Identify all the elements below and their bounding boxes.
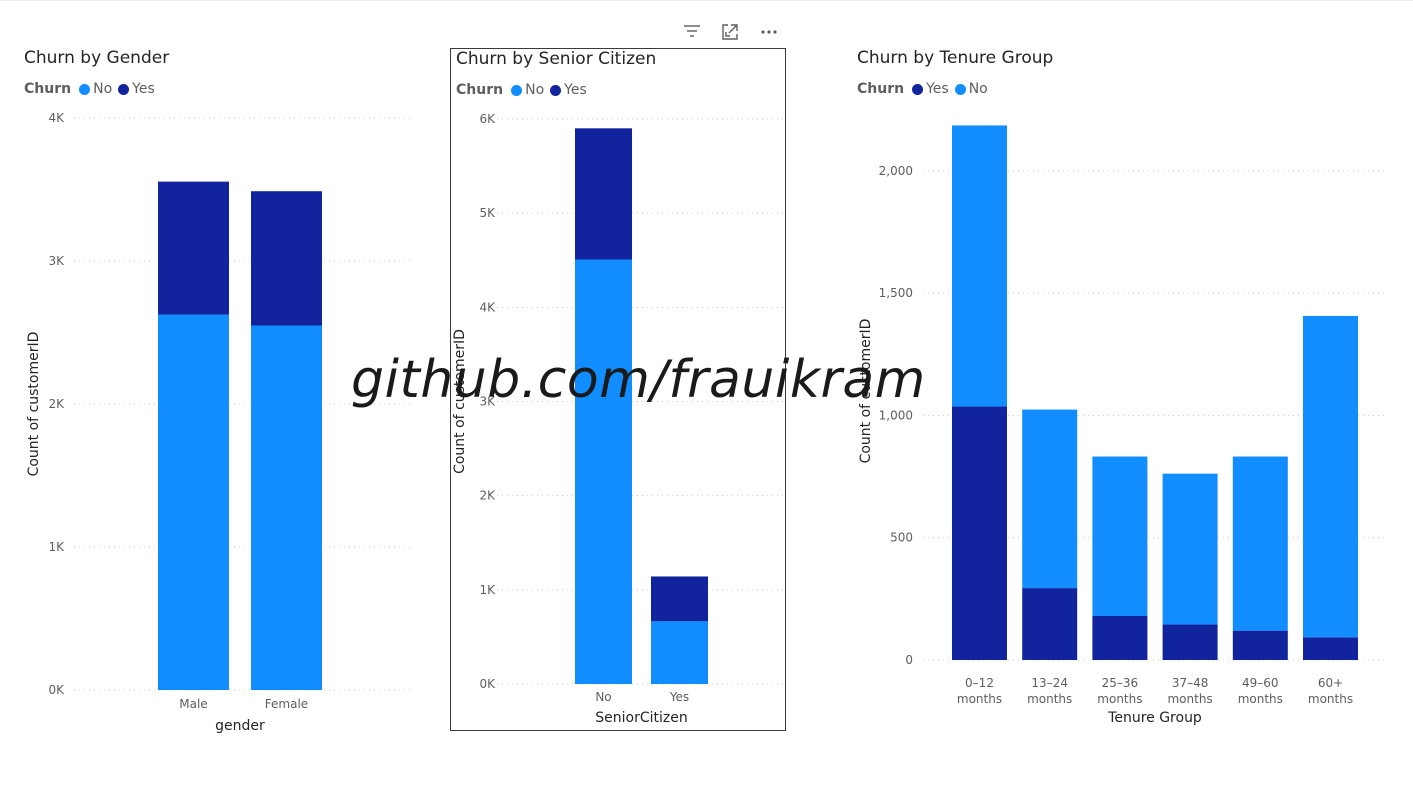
y-axis-title: Count of customerID (452, 329, 468, 474)
y-axis-title: Count of customerID (26, 332, 42, 477)
bar-segment-yes (251, 191, 322, 326)
y-tick-label: 6K (479, 112, 496, 126)
bar-segment-yes (575, 128, 632, 260)
more-options-icon[interactable] (757, 20, 781, 44)
x-tick-label: Female (265, 697, 308, 711)
legend-item-yes[interactable]: Yes (912, 81, 949, 97)
visual-churn-by-senior-citizen[interactable]: Churn by Senior Citizen Churn No Yes 0K 1… (450, 48, 787, 732)
legend-label: No (968, 81, 988, 97)
x-tick-label: 0–12 months (957, 676, 1002, 706)
legend-item-no[interactable]: No (511, 82, 544, 98)
visual-churn-by-gender[interactable]: Churn by Gender Churn No Yes 0K 1K 2K 3K 4K C… (24, 48, 424, 748)
bar-segment-yes (651, 576, 708, 622)
legend: Churn No Yes (24, 81, 161, 97)
bar-segment-no (1303, 315, 1358, 638)
bar-segment-no (158, 314, 229, 690)
chart-plot[interactable]: 0 500 1,000 1,500 2,000 Count of customerID 0–… (857, 48, 1397, 748)
top-divider (0, 0, 1413, 1)
y-tick-label: 500 (890, 531, 913, 545)
bar-segment-no (651, 621, 708, 684)
bar-segment-no (575, 259, 632, 684)
x-axis-title: gender (215, 718, 265, 734)
bar-segment-no (1232, 456, 1288, 631)
bar-segment-yes (1232, 630, 1288, 660)
focus-mode-icon[interactable] (718, 20, 742, 44)
y-tick-label: 3K (479, 395, 496, 409)
x-tick-label: 13–24 months (1027, 676, 1072, 706)
legend: Churn No Yes (456, 82, 593, 98)
legend-title: Churn (24, 81, 72, 97)
x-tick-label: 60+ months (1308, 676, 1353, 706)
y-tick-label: 2K (479, 489, 496, 503)
legend-dot-icon (912, 83, 924, 95)
legend-label: Yes (132, 81, 155, 97)
y-tick-label: 3K (48, 254, 65, 268)
bar-segment-no (1092, 456, 1148, 616)
bar-segment-no (1022, 409, 1078, 589)
bar-segment-yes (1022, 588, 1078, 660)
y-tick-label: 0K (479, 677, 496, 691)
y-tick-label: 2K (48, 397, 65, 411)
bar-segment-no (1162, 473, 1218, 625)
y-tick-label: 0K (48, 683, 65, 697)
y-tick-label: 4K (48, 111, 65, 125)
y-tick-label: 0 (905, 653, 913, 667)
legend-item-no[interactable]: No (79, 81, 112, 97)
legend-label: No (93, 81, 113, 97)
y-tick-label: 2,000 (879, 164, 913, 178)
x-tick-label: 25–36 months (1097, 676, 1142, 706)
visual-churn-by-tenure-group[interactable]: Churn by Tenure Group Churn Yes No 0 500 1… (857, 48, 1397, 748)
legend-label: No (525, 82, 545, 98)
visual-header-toolbar (676, 20, 786, 44)
x-tick-label: Male (179, 697, 207, 711)
y-tick-label: 4K (479, 300, 496, 314)
y-tick-label: 1,000 (879, 408, 913, 422)
visual-title: Churn by Gender (24, 48, 170, 68)
x-tick-label: No (595, 690, 611, 704)
legend-label: Yes (926, 81, 949, 97)
bar-segment-no (952, 125, 1007, 407)
bar-segment-yes (158, 181, 229, 315)
bar-segment-yes (1303, 637, 1358, 660)
visual-title: Churn by Senior Citizen (456, 49, 657, 69)
legend-dot-icon (954, 83, 966, 95)
chart-plot[interactable]: 0K 1K 2K 3K 4K Count of customerID Male Femaleg… (24, 48, 424, 748)
legend-item-yes[interactable]: Yes (550, 82, 587, 98)
legend-dot-icon (79, 83, 91, 95)
legend-item-no[interactable]: No (954, 81, 988, 97)
legend-title: Churn (857, 81, 905, 97)
y-tick-label: 1K (479, 583, 496, 597)
y-tick-label: 1,500 (879, 286, 913, 300)
y-axis-title: Count of customerID (858, 319, 874, 464)
bar-segment-no (251, 325, 322, 690)
bar-segment-yes (1162, 624, 1218, 660)
legend-dot-icon (550, 84, 562, 96)
legend-label: Yes (564, 82, 587, 98)
bar-segment-yes (952, 406, 1007, 660)
visual-title: Churn by Tenure Group (857, 48, 1054, 68)
x-axis-title: Tenure Group (1107, 710, 1202, 726)
chart-plot[interactable]: 0K 1K 2K 3K 4K 5K 6K Count of customerID No Yes Se… (451, 49, 787, 732)
x-tick-label: Yes (669, 690, 689, 704)
y-tick-label: 1K (48, 540, 65, 554)
x-axis-title: SeniorCitizen (595, 710, 687, 726)
x-tick-label: 49–60 months (1238, 676, 1283, 706)
legend-dot-icon (118, 83, 130, 95)
legend-dot-icon (511, 84, 523, 96)
legend-title: Churn (456, 82, 504, 98)
y-tick-label: 5K (479, 206, 496, 220)
legend: Churn Yes No (857, 81, 994, 97)
legend-item-yes[interactable]: Yes (118, 81, 155, 97)
filter-icon[interactable] (680, 20, 704, 44)
x-tick-label: 37–48 months (1167, 676, 1212, 706)
bar-segment-yes (1092, 615, 1148, 660)
